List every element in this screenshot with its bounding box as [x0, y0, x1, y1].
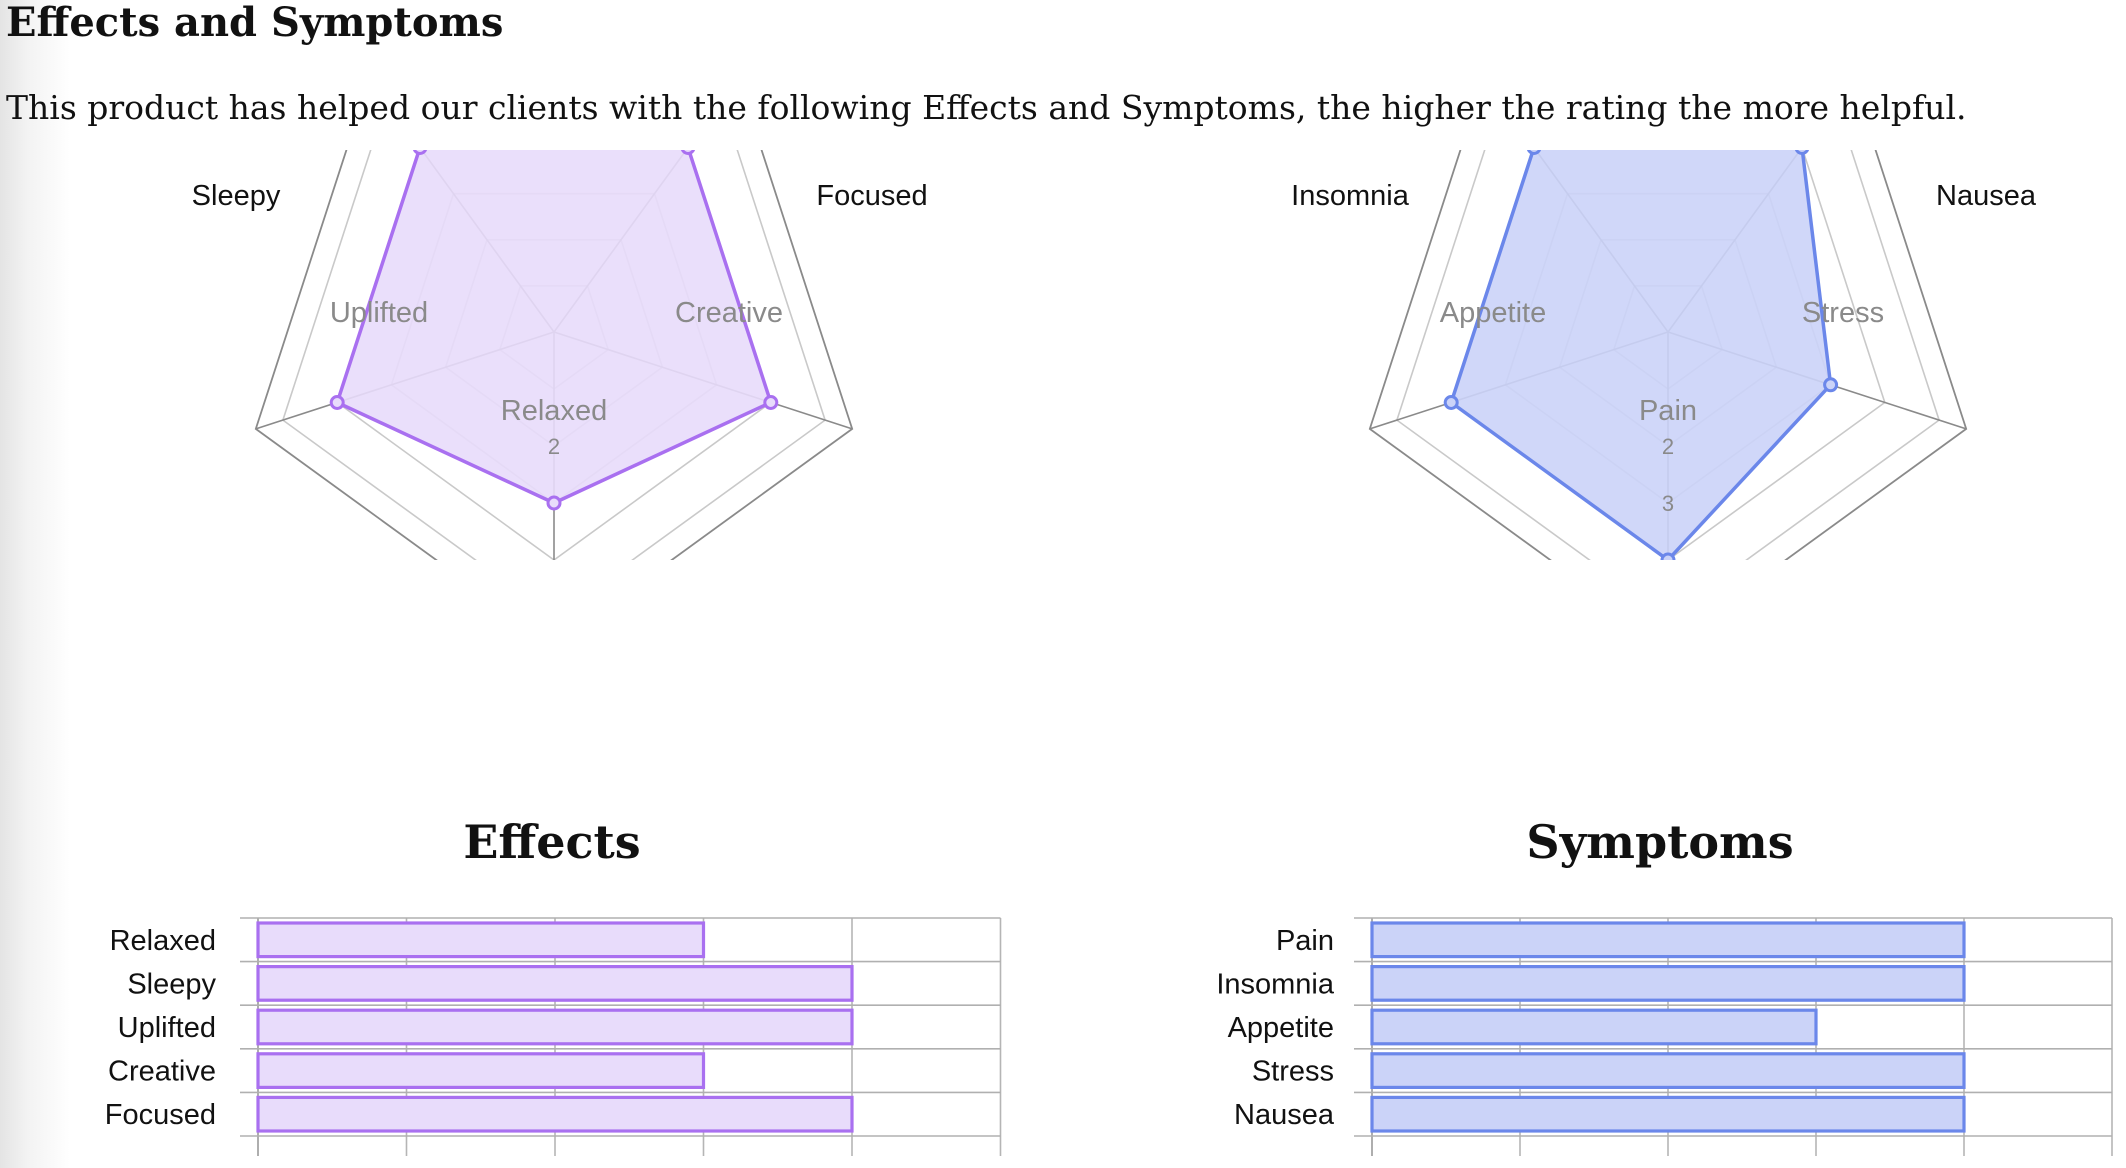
effects-bar-title: Effects [463, 815, 640, 869]
effects-bar-bar-relaxed [256, 921, 706, 959]
symptoms-bar-chart: Symptoms Pain Insomnia Appetite Stress Nausea [1216, 815, 2113, 1156]
effects-radar-grid-outer [254, 150, 854, 560]
symptoms-radar-axis-label-appetite: Appetite [1440, 297, 1546, 329]
symptoms-radar-grid-ring-5 [1395, 150, 1941, 560]
page-edge-shadow [0, 0, 70, 1168]
symptoms-bar-bar-insomnia [1370, 965, 1966, 1002]
effects-radar-point-sleepy [680, 150, 696, 155]
symptoms-radar-axis-label-pain: Pain [1639, 395, 1697, 427]
symptoms-radar-axis-label-nausea: Nausea [1936, 180, 2037, 212]
symptoms-bar-category-label: Appetite [1228, 1012, 1334, 1044]
symptoms-bar-bar-pain [1370, 921, 1966, 959]
symptoms-radar-plot: 23 [1368, 150, 1968, 560]
symptoms-radar-point-nausea [1526, 150, 1542, 155]
effects-bar-chart: Effects Relaxed Sleepy Uplifted Creative Focu… [105, 815, 1002, 1156]
symptoms-bar-category-label: Nausea [1234, 1099, 1335, 1131]
section-heading: Effects and Symptoms [6, 0, 504, 46]
symptoms-bar-category-label: Stress [1252, 1056, 1334, 1088]
effects-radar-point-creative [329, 395, 345, 410]
symptoms-bar-category-label: Insomnia [1216, 968, 1335, 1000]
effects-radar-plot: 2 [254, 150, 854, 560]
symptoms-radar-axis-label-insomnia: Insomnia [1291, 180, 1410, 212]
symptoms-bar-bar-appetite [1370, 1008, 1818, 1046]
effects-bar-category-label: Relaxed [110, 925, 216, 957]
effects-radar-axis-label-focused: Focused [816, 180, 927, 212]
effects-radar-tick-label: 2 [548, 434, 560, 459]
effects-radar-point-focused [412, 150, 428, 155]
symptoms-bar-category-label: Pain [1276, 925, 1334, 957]
effects-radar-data-area [335, 150, 773, 505]
effects-radar-grid-ring-4 [336, 150, 772, 560]
effects-radar-point-relaxed [546, 495, 562, 511]
symptoms-radar-tick-label: 3 [1662, 491, 1674, 516]
symptoms-radar-data-area [1449, 150, 1833, 560]
effects-radar-chart: 2 Relaxed Creative Focused Sleepy Uplifted [192, 150, 928, 560]
effects-radar-point-uplifted [763, 395, 779, 410]
effects-bar-category-label: Sleepy [127, 968, 216, 1000]
intro-text: This product has helped our clients with… [6, 88, 1967, 127]
effects-bar-bar-creative [256, 1052, 706, 1090]
effects-bar-category-label: Creative [108, 1056, 216, 1088]
symptoms-radar-grid-outer [1368, 150, 1968, 560]
effects-bar-bar-focused [256, 1095, 854, 1133]
symptoms-radar-point-pain [1660, 552, 1676, 560]
symptoms-radar-point-insomnia [1794, 150, 1810, 155]
effects-bar-bar-uplifted [256, 1008, 854, 1046]
effects-bar-bar-sleepy [256, 965, 854, 1002]
symptoms-radar-axis-label-stress: Stress [1802, 297, 1884, 329]
symptoms-bar-bar-stress [1370, 1052, 1966, 1090]
effects-bar-category-label: Focused [105, 1099, 216, 1131]
symptoms-bar-bar-nausea [1370, 1095, 1966, 1133]
effects-radar-axis-label-uplifted: Uplifted [330, 297, 428, 329]
symptoms-bar-title: Symptoms [1526, 815, 1793, 869]
effects-radar-axis-label-relaxed: Relaxed [501, 395, 607, 427]
symptoms-radar-point-appetite [1823, 377, 1839, 393]
symptoms-radar-point-stress [1443, 395, 1459, 410]
symptoms-radar-tick-label: 2 [1662, 434, 1674, 459]
effects-radar-axis-label-creative: Creative [675, 297, 783, 329]
effects-radar-grid-ring-5 [281, 150, 827, 560]
effects-bar-category-label: Uplifted [118, 1012, 216, 1044]
effects-radar-axis-label-sleepy: Sleepy [192, 180, 281, 212]
